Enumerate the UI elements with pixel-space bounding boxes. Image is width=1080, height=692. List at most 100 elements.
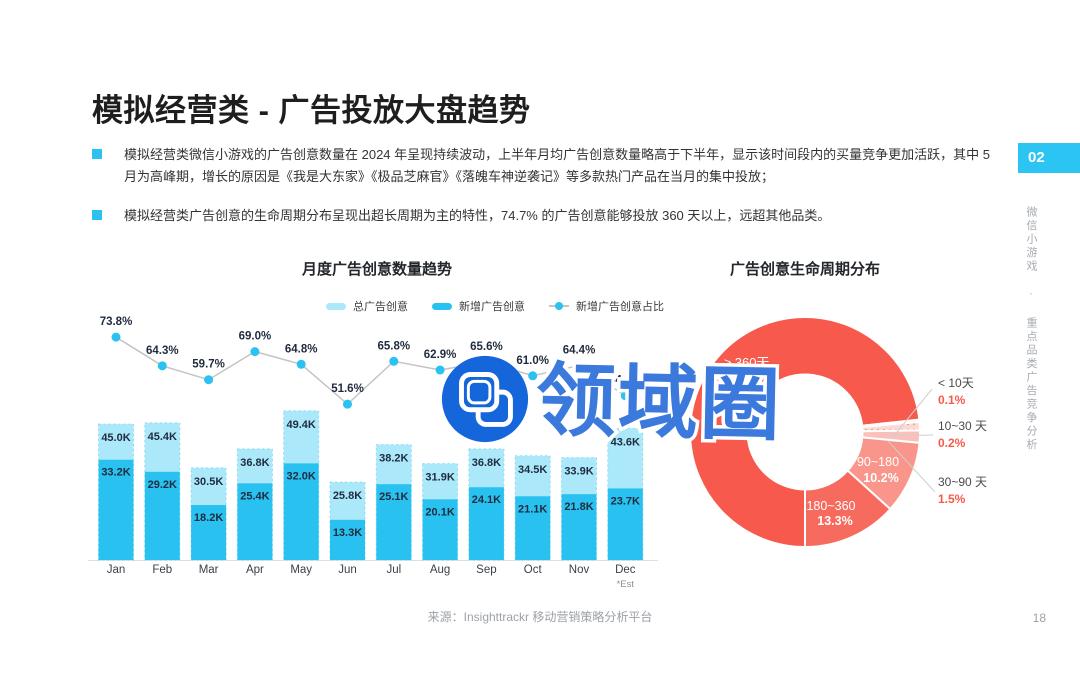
- ratio-value-label: 59.7%: [192, 359, 225, 371]
- month-tick-label: Apr: [246, 564, 264, 576]
- ratio-dot: [620, 391, 630, 401]
- month-tick-label: Mar: [199, 564, 219, 576]
- leader-line: [892, 388, 933, 438]
- bar-total-value-label: 36.8K: [240, 457, 269, 469]
- monthly-trend-plot: 45.0K 33.2K Jan 45.4K 29.2K Feb 30.5K 18.2K Mar 3…: [88, 316, 658, 590]
- legend-item-ratio: 新增广告创意占比: [549, 298, 664, 314]
- bar-total-value-label: 33.9K: [564, 466, 593, 478]
- source-note: 来源：Insighttrackr 移动营销策略分析平台: [427, 610, 653, 624]
- leader-line: [884, 434, 934, 437]
- sidebar-vertical-label: 微信小游戏 · 重点品类广告竞争分析: [1025, 206, 1037, 452]
- ratio-dot: [574, 361, 584, 371]
- ratio-value-label: 64.3%: [146, 345, 179, 357]
- ratio-value-label: 64.8%: [285, 343, 318, 355]
- bar-total-value-label: 43.6K: [611, 436, 640, 448]
- ratio-dot: [528, 371, 538, 381]
- ratio-value-label: 73.8%: [100, 316, 133, 328]
- bar-new-value-label: 33.2K: [101, 467, 130, 479]
- slice-outer-value: 1.5%: [938, 492, 966, 506]
- legend-swatch-total-icon: [326, 302, 346, 310]
- slice-inner-value: 13.3%: [817, 514, 852, 528]
- bar-new-segment: [376, 484, 412, 560]
- month-tick-label: Sep: [476, 564, 496, 576]
- slice-inner-value: 10.2%: [863, 471, 898, 485]
- bullet-text: 模拟经营类微信小游戏的广告创意数量在 2024 年呈现持续波动，上半年月均广告创…: [124, 147, 990, 184]
- legend-label: 总广告创意: [353, 301, 408, 313]
- month-tick-label: Aug: [430, 564, 450, 576]
- month-tick-label: Jun: [338, 564, 357, 576]
- ratio-value-label: 54.4%: [609, 375, 642, 387]
- bullet-square-icon: [92, 210, 102, 220]
- bar-new-value-label: 24.1K: [472, 494, 501, 506]
- watermark: 领域圈: [438, 350, 846, 454]
- bullet-text: 模拟经营类广告创意的生命周期分布呈现出超长周期为主的特性，74.7% 的广告创意…: [124, 208, 831, 223]
- month-tick-label: Oct: [524, 564, 543, 576]
- bar-new-segment: [191, 505, 227, 560]
- ratio-dot: [296, 359, 306, 369]
- bar-new-segment: [98, 459, 134, 560]
- bar-new-value-label: 23.7K: [611, 495, 640, 507]
- donut-slice: [804, 469, 892, 549]
- page-number: 18: [1032, 611, 1046, 625]
- legend-item-total: 总广告创意: [326, 298, 408, 314]
- bar-new-segment: [422, 499, 458, 560]
- monthly-trend-legend: 总广告创意 新增广告创意 新增广告创意占比: [326, 298, 664, 314]
- month-tick-label: Feb: [152, 564, 172, 576]
- slice-outer-label: 30~90 天: [938, 475, 987, 489]
- bar-new-value-label: 29.2K: [148, 479, 177, 491]
- monthly-trend-chart-title: 月度广告创意数量趋势: [301, 261, 452, 278]
- slice-inner-label: 180~360: [806, 499, 855, 513]
- ratio-value-label: 62.9%: [424, 349, 457, 361]
- ratio-dot: [435, 365, 445, 375]
- bar-total-value-label: 36.8K: [472, 457, 501, 469]
- leader-line: [887, 440, 936, 493]
- ratio-dot: [157, 361, 167, 371]
- bar-new-value-label: 20.1K: [425, 506, 454, 518]
- month-tick-label: May: [290, 564, 312, 576]
- lifecycle-donut-chart: < 10天 0.1% 10~30 天 0.2% 30~90 天 1.5% ≥ 360天 74.…: [689, 316, 987, 549]
- bar-new-segment: [468, 487, 504, 560]
- ratio-dot: [204, 375, 214, 385]
- ratio-dot: [111, 332, 121, 342]
- legend-label: 新增广告创意占比: [576, 301, 664, 313]
- ratio-value-label: 65.6%: [470, 341, 503, 353]
- bar-new-segment: [283, 463, 319, 560]
- bar-new-value-label: 18.2K: [194, 512, 223, 524]
- ratio-value-label: 65.8%: [377, 340, 410, 352]
- legend-label: 新增广告创意: [459, 301, 525, 313]
- bar-new-segment: [237, 483, 273, 560]
- bar-new-segment: [607, 488, 643, 560]
- lifecycle-chart-title: 广告创意生命周期分布: [729, 261, 880, 278]
- estimate-footnote: *Est: [617, 579, 635, 590]
- page-title: 模拟经营类 - 广告投放大盘趋势: [92, 92, 531, 128]
- bar-total-value-label: 38.2K: [379, 453, 408, 465]
- bar-total-value-label: 30.5K: [194, 476, 223, 488]
- bullet-item: 模拟经营类广告创意的生命周期分布呈现出超长周期为主的特性，74.7% 的广告创意…: [92, 205, 997, 227]
- ratio-line: [115, 336, 626, 406]
- watermark-logo-icon: [441, 355, 529, 443]
- bar-total-value-label: 34.5K: [518, 464, 547, 476]
- ratio-value-label: 64.4%: [563, 345, 596, 357]
- bar-new-segment: [561, 494, 597, 560]
- bar-new-value-label: 25.1K: [379, 491, 408, 503]
- legend-swatch-new-icon: [432, 302, 452, 310]
- bar-new-value-label: 13.3K: [333, 527, 362, 539]
- bar-total-value-label: 45.0K: [101, 432, 130, 444]
- watermark-text: 领域圈: [533, 352, 786, 453]
- bar-new-segment: [515, 496, 551, 560]
- slice-outer-value: 0.1%: [938, 393, 966, 407]
- ratio-value-label: 51.6%: [331, 383, 364, 395]
- slice-inner-label: ≥ 360天: [724, 355, 769, 370]
- slice-inner-value: 74.7%: [732, 375, 769, 390]
- ratio-value-label: 69.0%: [239, 331, 272, 343]
- bullet-square-icon: [92, 149, 102, 159]
- month-tick-label: Jul: [386, 564, 401, 576]
- bar-new-value-label: 25.4K: [240, 490, 269, 502]
- slice-outer-label: 10~30 天: [938, 419, 987, 433]
- legend-line-dot-icon: [549, 302, 569, 310]
- bar-new-segment: [330, 519, 365, 560]
- watermark-text-glyphs: 领域圈: [535, 356, 783, 450]
- bar-total-value-label: 25.8K: [333, 490, 362, 502]
- bar-new-segment: [144, 471, 180, 560]
